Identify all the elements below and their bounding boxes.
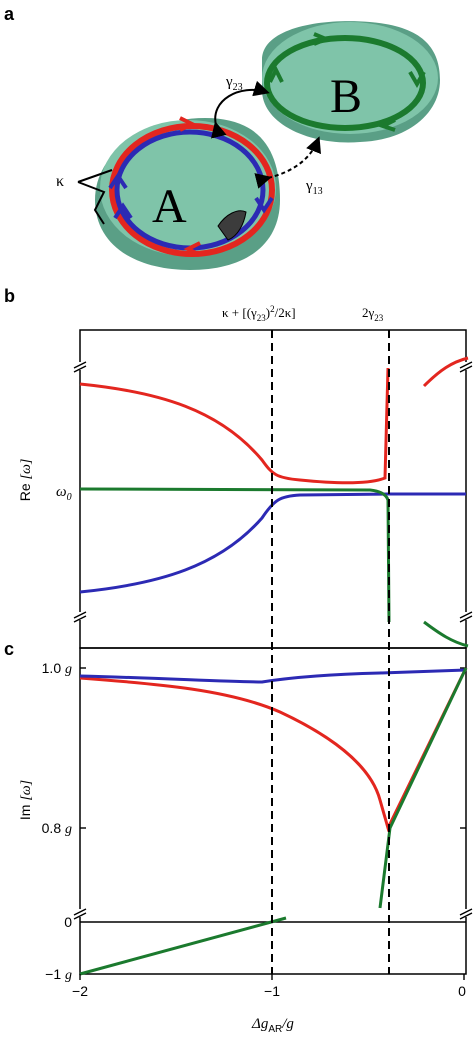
panel-b: b κ + [(γ23)2/2κ] 2γ23 Re [ω] ω0 (4, 286, 473, 649)
panel-b-label: b (4, 286, 15, 306)
x-tick-neg2: −2 (72, 983, 88, 999)
panel-a: a B A (4, 4, 440, 270)
x-tick-0: 0 (458, 983, 466, 999)
gamma13-label: γ13 (305, 178, 323, 197)
re-blue-branch (79, 492, 466, 594)
dashed-lines (271, 330, 390, 974)
x-axis: −2 −1 0 ΔgAR/g (72, 974, 466, 1035)
re-green-branch (79, 487, 391, 623)
gamma23-label: γ23 (225, 74, 243, 93)
gamma23-arrow (211, 80, 270, 139)
gamma13-arrow (254, 136, 321, 189)
panel-c: c 1.0 g 0.8 g 0 −1 g Im [ω] (4, 639, 473, 983)
resonator-a: A (95, 116, 280, 270)
ring-b-arrows (268, 32, 426, 132)
x-tick-neg1: −1 (264, 983, 280, 999)
im-blue-branch (79, 668, 467, 684)
panel-b-ylabel: Re [ω] (17, 459, 34, 502)
ring-a-label: A (152, 180, 187, 233)
panel-c-ytick-4: −1 g (45, 966, 72, 983)
panel-c-label: c (4, 639, 14, 659)
re-red-upper (422, 356, 469, 388)
kappa-label: κ (56, 173, 64, 190)
re-red-branch (79, 367, 390, 485)
ring-a-blue-arrows (108, 172, 274, 220)
panel-b-curves (79, 356, 469, 648)
im-green-branch (378, 667, 468, 909)
ring-b-label: B (330, 70, 362, 123)
im-red-branch (79, 667, 468, 833)
panel-c-ytick-3: 0 (64, 914, 72, 930)
im-green-lower (79, 916, 287, 976)
resonator-b: B (262, 21, 440, 143)
panel-c-ylabel: Im [ω] (17, 780, 34, 820)
panel-c-ytick-2: 0.8 g (42, 820, 72, 837)
re-green-lower (423, 620, 469, 648)
panel-c-axis-breaks (73, 908, 473, 920)
panel-b-top-annotation-1: κ + [(γ23)2/2κ] (222, 304, 296, 323)
panel-b-axis-breaks (73, 361, 473, 623)
scatterer (217, 210, 247, 241)
panel-c-ytick-1: 1.0 g (42, 660, 72, 677)
x-axis-label: ΔgAR/g (251, 1016, 294, 1035)
panel-b-top-annotation-2: 2γ23 (362, 305, 384, 323)
kappa-arrows (77, 169, 113, 225)
panel-b-ytick-omega0: ω0 (56, 484, 72, 503)
ring-a-red-arrows (179, 116, 201, 257)
panel-a-label: a (4, 4, 15, 24)
